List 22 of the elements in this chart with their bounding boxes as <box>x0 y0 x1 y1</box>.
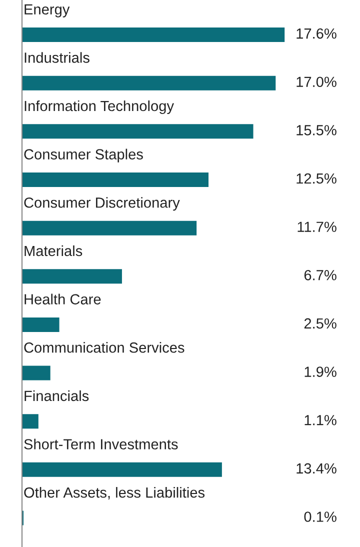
y-tick-label: Short-Term Investments <box>24 438 178 450</box>
data-label: 13.4% <box>296 463 336 474</box>
y-tick-label: Consumer Staples <box>24 148 143 162</box>
data-label: 0.1% <box>304 512 336 522</box>
data-label: 11.7% <box>298 222 336 232</box>
data-label: 17.0% <box>296 76 336 88</box>
data-label: 12.5% <box>296 173 336 184</box>
y-tick-label: Materials <box>24 245 82 256</box>
data-label: 15.5% <box>296 125 336 136</box>
y-tick-label: Other Assets, less Liabilities <box>24 487 205 500</box>
data-label: 1.9% <box>304 366 336 377</box>
y-tick-label: Industrials <box>24 52 90 63</box>
y-tick-label: Information Technology <box>24 100 174 114</box>
y-tick-label: Health Care <box>24 294 101 304</box>
data-label: 17.6% <box>296 28 336 39</box>
data-label: 1.1% <box>304 415 336 426</box>
y-tick-label: Communication Services <box>24 342 184 353</box>
y-tick-label: Consumer Discretionary <box>24 197 180 211</box>
data-label: 2.5% <box>304 318 336 329</box>
y-tick-label: Financials <box>24 390 89 402</box>
y-tick-label: Energy <box>24 4 70 18</box>
data-label: 6.7% <box>304 270 336 280</box>
